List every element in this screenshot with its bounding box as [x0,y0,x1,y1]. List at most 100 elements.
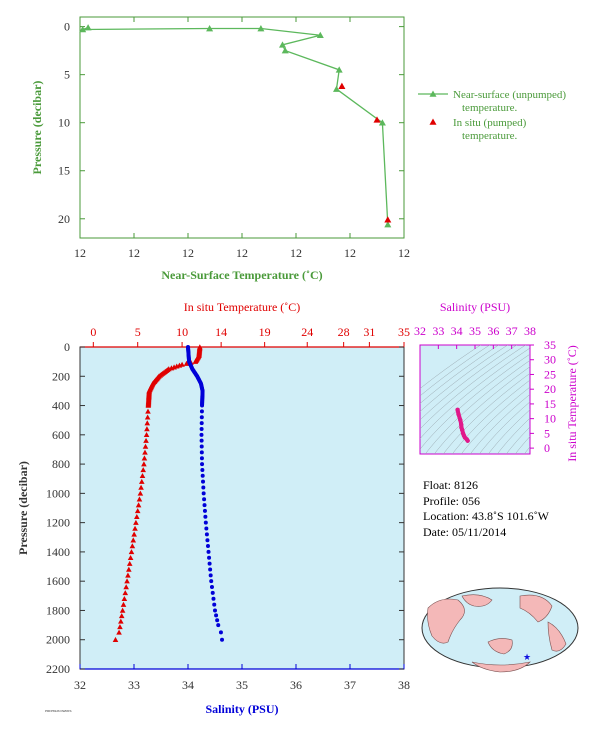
temperature-point [136,496,143,502]
salinity-point [199,450,204,455]
x2-tick-label: 24 [301,325,313,339]
y-tick-label: 1200 [46,516,70,530]
footer-tag: PRFP8126 DWRFS [45,709,72,713]
world-map: ★ [421,587,579,673]
float-location-marker: ★ [523,652,531,662]
temperature-point [144,420,151,426]
y-tick-label: 2200 [46,662,70,676]
profile-number: Profile: 056 [423,493,480,508]
x-tick-label: 34 [451,324,463,338]
salinity-point [201,485,206,490]
y-tick-label: 30 [544,353,556,367]
temperature-point [112,636,119,642]
x2-tick-label: 5 [135,325,141,339]
y-tick-label: 0 [544,441,550,455]
temperature-point [134,508,141,514]
x-tick-label: 36 [487,324,499,338]
y-tick-label: 20 [58,212,70,226]
density-contour [420,345,527,430]
x2-tick-label: 0 [90,325,96,339]
salinity-point [212,602,217,607]
salinity-point [207,555,212,560]
salinity-point [207,561,212,566]
density-contour [433,366,530,454]
x-tick-label: 32 [414,324,426,338]
temperature-point [120,601,127,607]
temperature-point [139,473,146,479]
y-tick-label: 1800 [46,603,70,617]
x2-tick-label: 10 [176,325,188,339]
density-contour [487,409,530,454]
x-tick-label: 33 [128,678,140,692]
density-contour [505,426,530,454]
salinity-point [202,497,207,502]
density-contours [420,345,530,454]
y-tick-label: 10 [544,412,556,426]
x2-tick-label: 19 [259,325,271,339]
x-tick-label: 38 [398,678,410,692]
near-surface-point [279,41,286,48]
density-contour [420,345,509,412]
temperature-point [183,360,190,366]
x-tick-label: 35 [469,324,481,338]
ts-point [456,412,461,417]
salinity-point [209,579,214,584]
map-landmass [487,638,513,655]
salinity-point [216,623,221,628]
salinity-point [203,520,208,525]
density-contour [469,393,530,454]
x-axis-label: Salinity (PSU) [440,300,510,314]
temperature-point [126,566,132,572]
y-tick-label: 1000 [46,486,70,500]
salinity-point [200,473,205,478]
salinity-point [199,438,204,443]
in-situ-point [338,82,346,89]
in-situ-point [373,116,381,123]
x-tick-label: 36 [290,678,302,692]
temperature-point [134,513,140,520]
near-surface-point [384,221,392,228]
y-tick-label: 35 [544,338,556,352]
x-tick-label: 12 [74,246,86,260]
density-contour [420,353,530,450]
x2-tick-label: 28 [338,325,350,339]
temperature-point [140,467,147,473]
location: Location: 43.8˚S 101.6˚W [423,509,549,523]
salinity-point [218,630,223,635]
salinity-point [201,479,206,484]
salinity-point [205,544,210,549]
near-surface-point [79,25,87,33]
temperature-point [138,484,144,490]
salinity-point [204,532,209,537]
temperature-point [143,437,149,443]
float-id: Float: 8126 [423,478,479,492]
density-contour [523,446,530,454]
ts-point [455,407,460,413]
y-tick-label: 10 [58,116,70,130]
y-tick-label: 1400 [46,545,70,559]
salinity-point [199,409,204,414]
y-tick-label: 5 [64,68,70,82]
temperature-point [143,432,150,438]
near-surface-point [333,85,340,92]
temperature-point [116,629,122,635]
y-tick-label: 800 [52,457,70,471]
near-surface-point [84,24,92,31]
y-tick-label: 2000 [46,633,70,647]
temperature-point [135,502,142,508]
temperature-point [141,455,148,461]
temperature-point [126,560,133,566]
temperature-point [141,461,147,467]
date: Date: 05/11/2014 [423,524,507,539]
salinity-point [203,514,208,519]
density-contour [496,417,530,454]
legend-marker-in-situ [429,118,437,125]
salinity-point [199,444,204,449]
temperature-point [145,408,151,414]
x-tick-label: 12 [236,246,248,260]
temperature-point [118,618,124,624]
temperature-point [142,443,149,449]
salinity-point [214,613,219,618]
y-axis-label: In situ Temperature (˚C) [565,345,579,462]
